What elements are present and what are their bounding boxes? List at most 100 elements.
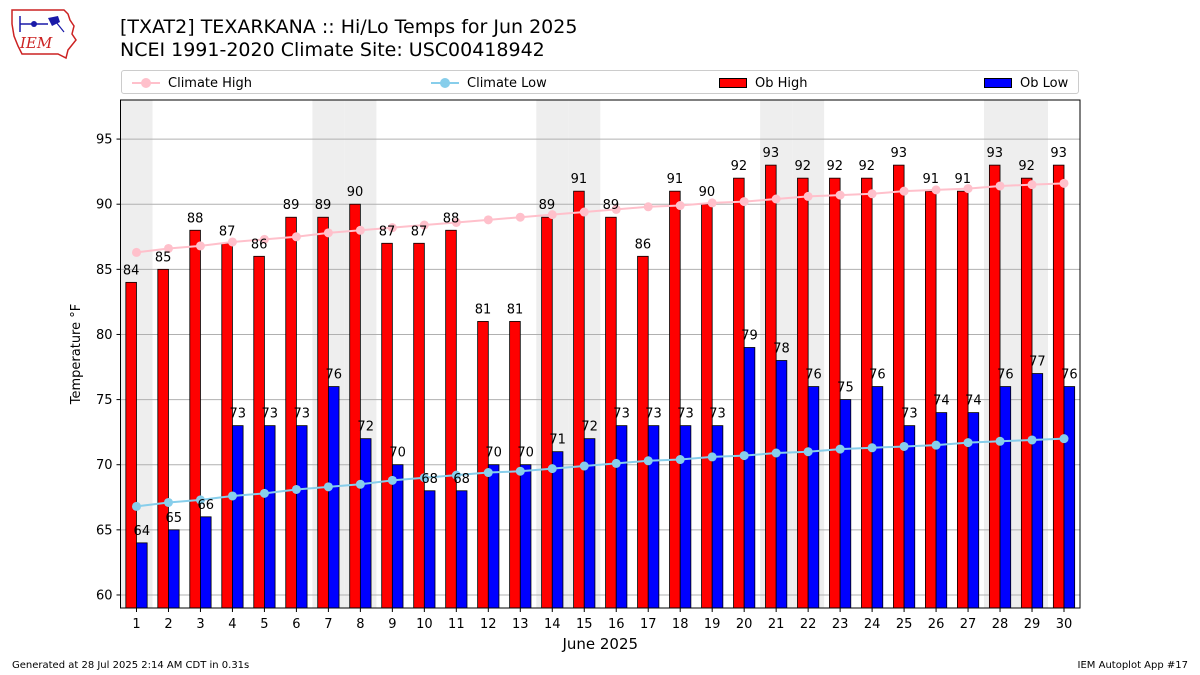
- xtick-label-13: 13: [512, 617, 529, 632]
- xtick-label-11: 11: [448, 617, 465, 632]
- ob-low-label-1: 64: [134, 524, 151, 539]
- climate-low-point-11: [451, 470, 461, 480]
- ytick-label-90: 90: [96, 198, 113, 213]
- climate-high-line: [136, 182, 1065, 254]
- ob-high-label-2: 85: [155, 250, 172, 265]
- ob-low-label-25: 73: [901, 407, 918, 422]
- ob-high-bar-11: [445, 229, 457, 609]
- climate-high-point-3: [195, 241, 205, 251]
- ob-low-swatch: [984, 78, 1012, 88]
- ytick-label-95: 95: [96, 133, 113, 148]
- climate-high-point-21: [771, 194, 781, 204]
- xtick-label-23: 23: [832, 617, 849, 632]
- ob-high-label-15: 91: [571, 172, 588, 187]
- xtick-label-17: 17: [640, 617, 657, 632]
- xtick-label-15: 15: [576, 617, 593, 632]
- climate-high-point-26: [931, 185, 941, 195]
- ob-high-bar-9: [381, 242, 393, 609]
- ob-low-bar-1: [136, 542, 148, 609]
- climate-high-point-6: [291, 232, 301, 242]
- ob-low-bar-11: [455, 490, 468, 609]
- ob-low-bar-28: [999, 386, 1012, 609]
- ob-low-label-11: 68: [453, 472, 470, 487]
- climate-low-point-5: [259, 488, 269, 498]
- climate-high-point-5: [259, 234, 269, 244]
- ob-high-bar-12: [477, 321, 489, 609]
- climate-low-point-26: [931, 440, 941, 450]
- ob-low-label-23: 75: [837, 381, 854, 396]
- xtick-label-29: 29: [1024, 617, 1041, 632]
- ob-high-label-26: 91: [922, 172, 939, 187]
- x-axis-label: June 2025: [561, 635, 638, 653]
- climate-low-point-24: [867, 443, 877, 453]
- climate-low-point-16: [611, 458, 621, 468]
- ob-high-label-29: 92: [1018, 159, 1035, 174]
- ob-low-label-5: 73: [261, 407, 278, 422]
- ob-high-label-5: 86: [251, 237, 268, 252]
- climate-high-point-2: [163, 243, 173, 253]
- climate-high-point-13: [515, 212, 525, 222]
- ob-low-bar-9: [391, 464, 404, 609]
- xtick-label-9: 9: [388, 617, 396, 632]
- ob-low-bar-12: [487, 464, 500, 609]
- ob-high-label-3: 88: [187, 211, 204, 226]
- xtick-label-28: 28: [992, 617, 1009, 632]
- ob-high-label-23: 92: [827, 159, 844, 174]
- ob-high-bar-17: [637, 255, 649, 609]
- ob-low-bar-18: [679, 425, 692, 609]
- climate-low-point-10: [419, 473, 429, 483]
- climate-lines: [131, 178, 1069, 511]
- ob-low-bar-29: [1031, 373, 1044, 609]
- ob-low-label-9: 70: [389, 446, 406, 461]
- climate-low-point-2: [163, 497, 173, 507]
- climate-low-point-15: [579, 461, 589, 471]
- ob-high-bar-13: [509, 321, 521, 609]
- legend-label-climate-low: Climate Low: [467, 75, 547, 91]
- ob-high-bar-3: [189, 229, 201, 609]
- climate-low-point-28: [995, 436, 1005, 446]
- climate-low-point-25: [899, 441, 909, 451]
- ob-low-label-8: 72: [357, 420, 374, 435]
- climate-low-point-9: [387, 475, 397, 485]
- ob-high-bar-15: [573, 190, 585, 609]
- ob-high-label-14: 89: [539, 198, 556, 213]
- ob-high-bar-28: [988, 164, 1001, 609]
- ob-low-label-7: 76: [325, 368, 342, 383]
- ob-high-bar-22: [797, 177, 809, 609]
- climate-high-point-12: [483, 215, 493, 225]
- legend-item-climate-high: Climate High: [132, 74, 252, 92]
- climate-low-point-1: [131, 501, 141, 511]
- ob-low-label-28: 76: [997, 368, 1014, 383]
- xtick-label-8: 8: [356, 617, 364, 632]
- ob-low-bar-30: [1063, 386, 1076, 609]
- climate-low-point-3: [195, 495, 205, 505]
- xtick-label-1: 1: [132, 617, 140, 632]
- climate-high-point-25: [899, 186, 909, 196]
- climate-low-point-12: [483, 468, 493, 478]
- climate-low-point-7: [323, 482, 333, 492]
- ob-low-bar-2: [168, 529, 180, 609]
- legend-label-ob-high: Ob High: [755, 75, 808, 91]
- xtick-label-27: 27: [960, 617, 977, 632]
- ob-high-bar-30: [1052, 164, 1065, 609]
- ob-low-label-20: 79: [741, 328, 758, 343]
- ob-low-bar-7: [327, 386, 340, 609]
- ob-high-bar-18: [669, 190, 681, 609]
- climate-high-point-8: [355, 225, 365, 235]
- ob-high-bar-1: [125, 281, 137, 609]
- ob-high-label-9: 87: [379, 224, 396, 239]
- climate-high-point-15: [579, 207, 589, 217]
- climate-low-point-18: [675, 455, 685, 465]
- legend-item-climate-low: Climate Low: [431, 74, 547, 92]
- climate-high-point-29: [1027, 180, 1037, 190]
- climate-high-point-28: [995, 181, 1005, 191]
- ob-low-label-26: 74: [933, 394, 950, 409]
- climate-low-point-20: [739, 451, 749, 461]
- logo-text: IEM: [19, 34, 53, 52]
- xtick-label-21: 21: [768, 617, 785, 632]
- ytick-label-75: 75: [96, 393, 113, 408]
- climate-low-point-8: [355, 479, 365, 489]
- ob-low-label-30: 76: [1061, 368, 1078, 383]
- ob-low-bar-24: [871, 386, 884, 609]
